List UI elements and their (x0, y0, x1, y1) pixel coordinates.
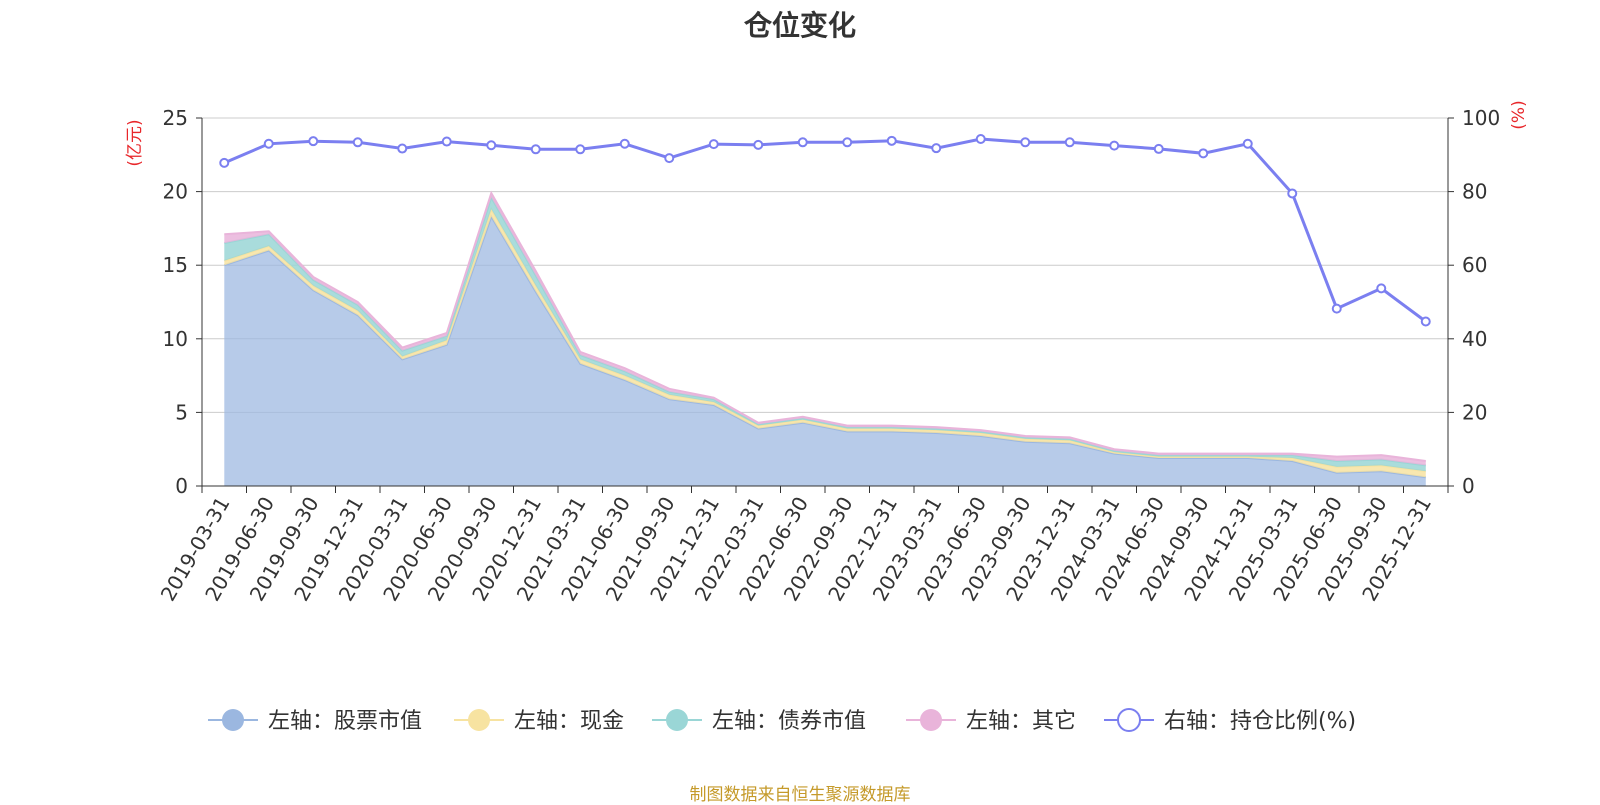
legend-marker-0 (222, 709, 244, 731)
line-series-ratio (223, 137, 1427, 323)
right-axis-unit: (%) (1509, 100, 1529, 129)
line-point-5 (441, 136, 452, 147)
line-point-11 (708, 139, 719, 150)
left-tick-label-1: 5 (175, 400, 188, 424)
left-tick-label-3: 15 (163, 253, 188, 277)
line-point-3 (352, 137, 363, 148)
left-tick-label-2: 10 (163, 327, 188, 351)
line-point-22 (1198, 148, 1209, 159)
legend-label-1: 左轴：现金 (514, 709, 624, 734)
line-point-4 (397, 143, 408, 154)
area-series-0 (224, 216, 1426, 486)
line-point-6 (486, 140, 497, 151)
chart-title: 仓位变化 (743, 9, 856, 42)
line-point-8 (575, 144, 586, 155)
left-tick-label-5: 25 (163, 106, 188, 130)
area-edge-series-3 (224, 190, 1426, 462)
line-point-9 (619, 138, 630, 149)
legend-marker-4 (1117, 708, 1141, 732)
legend-marker-1 (468, 709, 490, 731)
line-point-26 (1376, 283, 1387, 294)
left-tick-label-0: 0 (175, 474, 188, 498)
line-point-12 (753, 139, 764, 150)
line-point-2 (308, 136, 319, 147)
line-point-21 (1153, 143, 1164, 154)
line-point-19 (1064, 137, 1075, 148)
left-tick-label-4: 20 (163, 180, 188, 204)
line-point-0 (219, 157, 230, 168)
line-point-13 (797, 137, 808, 148)
right-tick-label-2: 40 (1462, 327, 1487, 351)
line-point-20 (1109, 140, 1120, 151)
legend-label-4: 右轴：持仓比例(%) (1164, 709, 1356, 734)
legend-marker-3 (920, 709, 942, 731)
line-point-23 (1242, 138, 1253, 149)
line-point-16 (931, 143, 942, 154)
line-point-15 (886, 135, 897, 146)
line-point-1 (263, 138, 274, 149)
area-series-2 (224, 197, 1426, 472)
right-tick-label-3: 60 (1462, 253, 1487, 277)
line-point-14 (842, 137, 853, 148)
legend-marker-2 (666, 709, 688, 731)
source-note: 制图数据来自恒生聚源数据库 (689, 785, 911, 805)
line-point-7 (530, 144, 541, 155)
line-point-17 (975, 133, 986, 144)
left-axis-unit: (亿元) (125, 119, 145, 166)
line-point-27 (1420, 316, 1431, 327)
line-point-10 (664, 153, 675, 164)
right-tick-label-4: 80 (1462, 180, 1487, 204)
right-tick-label-0: 0 (1462, 474, 1475, 498)
legend-label-2: 左轴：债券市值 (712, 709, 866, 734)
right-tick-label-1: 20 (1462, 400, 1487, 424)
line-point-25 (1331, 303, 1342, 314)
legend-label-3: 左轴：其它 (966, 709, 1076, 734)
line-point-18 (1020, 137, 1031, 148)
line-point-24 (1287, 188, 1298, 199)
legend-label-0: 左轴：股票市值 (268, 709, 422, 734)
right-tick-label-5: 100 (1462, 106, 1500, 130)
